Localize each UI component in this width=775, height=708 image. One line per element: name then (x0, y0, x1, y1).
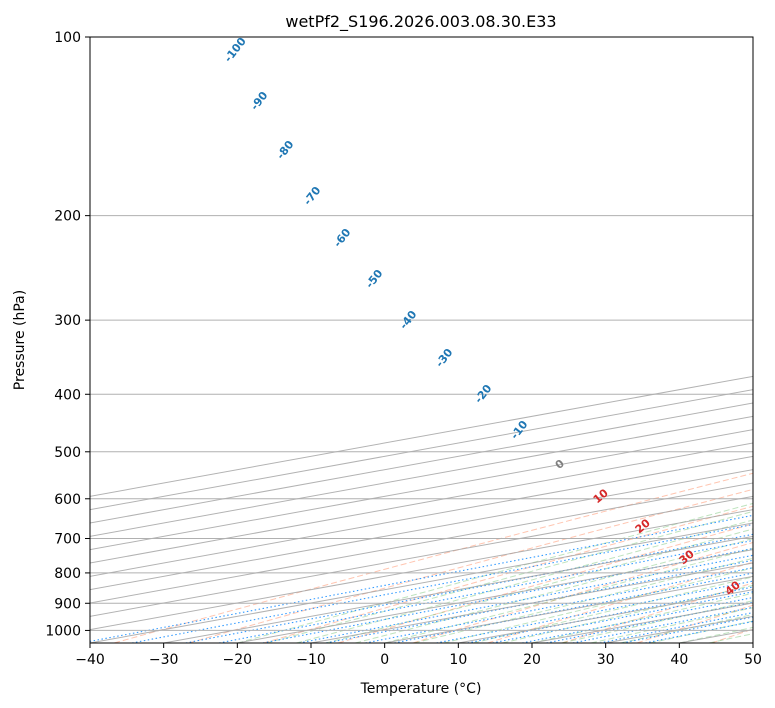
moist-adiabat-line (384, 547, 753, 643)
y-tick-label: 400 (54, 387, 81, 403)
gridlines (90, 37, 753, 643)
x-axis-label: Temperature (°C) (360, 681, 482, 697)
x-tick-label: 0 (380, 652, 389, 668)
adiabat-labels: 0.10.20.40.611.52346810131620253036-100-… (222, 37, 743, 598)
x-axis: −40 −30 −20 −10 0 10 20 30 40 50 (75, 643, 762, 668)
mixing-ratio-line (218, 539, 753, 643)
y-tick-label: 300 (54, 313, 81, 329)
y-tick-label: 900 (54, 596, 81, 612)
y-tick-label: 200 (54, 209, 81, 225)
plot-frame (89, 36, 754, 644)
isotherm-line (90, 522, 753, 643)
isotherm-line (90, 495, 753, 617)
y-axis-label: Pressure (hPa) (12, 290, 28, 390)
moist-adiabat-line (531, 592, 753, 643)
mixing-ratio-line (185, 533, 753, 643)
isotherm-line (163, 535, 753, 643)
y-tick-label: 700 (54, 532, 81, 548)
chart-title: wetPf2_S196.2026.003.08.30.E33 (285, 12, 556, 32)
moist-adiabat-line (413, 557, 753, 643)
y-tick-label: 1000 (45, 623, 81, 639)
x-tick-label: 50 (744, 652, 762, 668)
x-tick-label: −40 (75, 652, 105, 668)
x-tick-label: 30 (597, 652, 615, 668)
isotherm-line (90, 482, 753, 604)
moist-adiabat-line (325, 528, 753, 643)
y-tick-label: 600 (54, 492, 81, 508)
y-axis: 100 200 300 400 500 600 700 800 900 1000 (45, 30, 90, 639)
isotherm-line (90, 442, 753, 564)
y-tick-label: 100 (54, 30, 81, 46)
isotherm-line (90, 429, 753, 551)
x-tick-label: −30 (149, 652, 179, 668)
x-tick-label: 40 (670, 652, 688, 668)
x-tick-label: 20 (523, 652, 541, 668)
mixing-ratio-line (572, 606, 753, 643)
plot-area: 0.10.20.40.611.52346810131620253036-100-… (89, 36, 754, 644)
mixing-ratio-lines (90, 514, 753, 643)
y-tick-label: 500 (54, 445, 81, 461)
mixing-ratio-line (599, 612, 753, 643)
isotherm-line (90, 509, 753, 631)
dry-adiabat-line (338, 523, 753, 643)
dry-adiabats (113, 472, 753, 643)
x-tick-label: −20 (223, 652, 253, 668)
mixing-ratio-line (546, 601, 753, 643)
isotherm-line (90, 455, 753, 577)
y-tick-label: 800 (54, 566, 81, 582)
isotherm-line (90, 469, 753, 591)
dry-adiabat-line (188, 488, 753, 643)
x-tick-label: −10 (296, 652, 326, 668)
mixing-ratio-line (262, 547, 753, 643)
moist-adiabat-line (296, 519, 753, 643)
mixing-ratio-line (299, 554, 753, 643)
x-tick-label: 10 (449, 652, 467, 668)
mixing-ratio-line (622, 616, 753, 643)
dry-adiabat-line (263, 505, 753, 643)
mixing-ratio-line (131, 523, 753, 643)
